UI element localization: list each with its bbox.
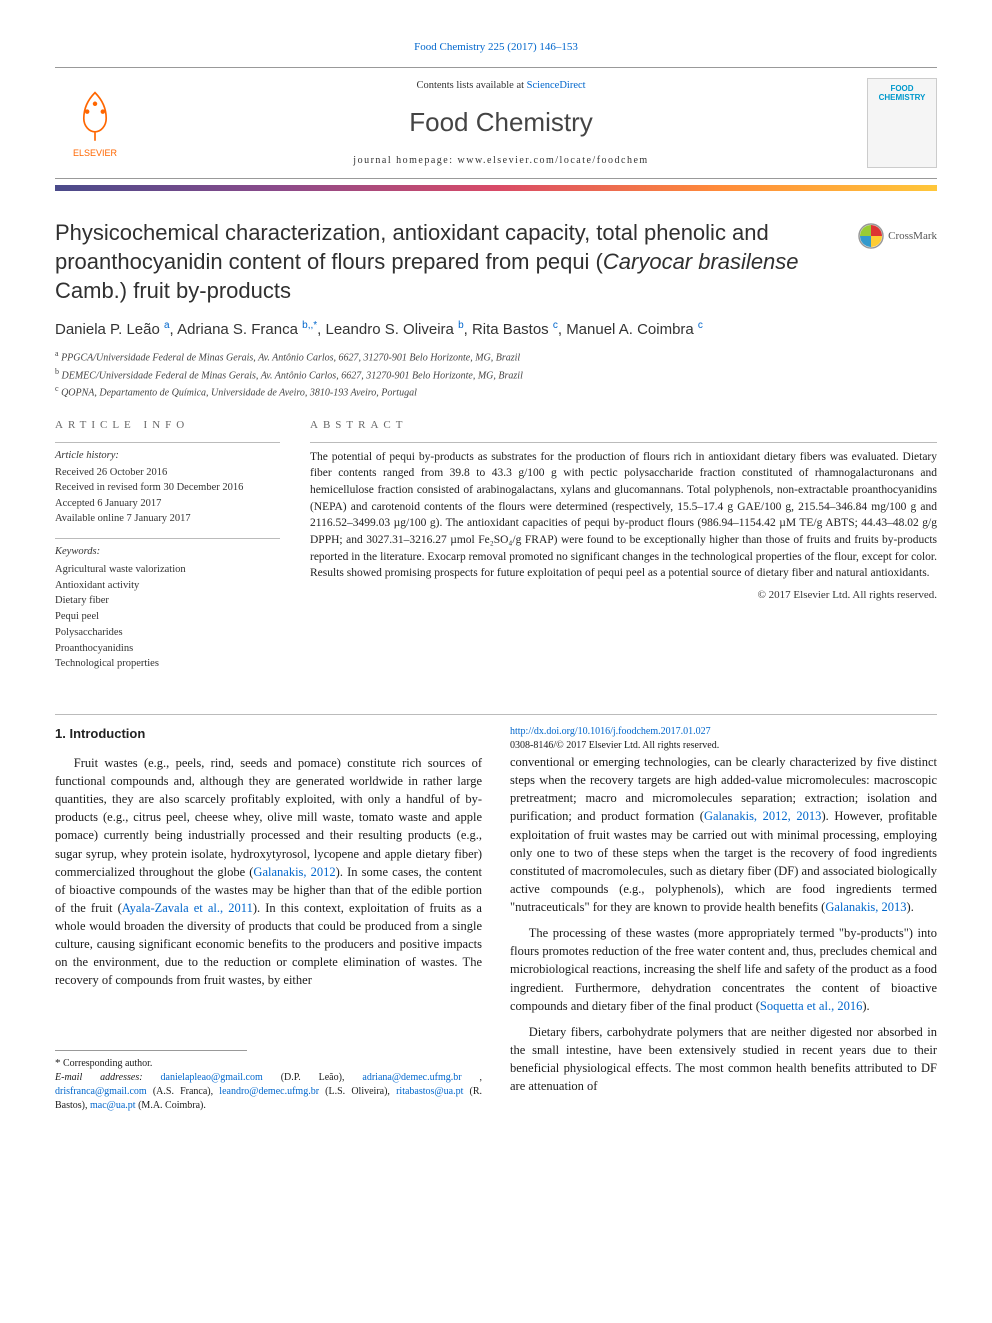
footnotes: * Corresponding author. E-mail addresses… — [55, 1056, 482, 1113]
crossmark-icon — [858, 223, 884, 249]
email-link[interactable]: drisfranca@gmail.com — [55, 1086, 147, 1097]
history-line: Received in revised form 30 December 201… — [55, 480, 280, 495]
history-line: Accepted 6 January 2017 — [55, 496, 280, 511]
sciencedirect-link[interactable]: ScienceDirect — [527, 80, 586, 91]
keyword: Technological properties — [55, 656, 280, 672]
gradient-divider — [55, 185, 937, 191]
article-info-heading: ARTICLE INFO — [55, 418, 280, 433]
homepage-label: journal homepage: — [353, 155, 457, 166]
email-link[interactable]: leandro@demec.ufmg.br — [219, 1086, 319, 1097]
publisher-name: ELSEVIER — [55, 147, 135, 160]
ref-ayala-zavala-2011[interactable]: Ayala-Zavala et al., 2011 — [122, 901, 253, 915]
email-link[interactable]: ritabastos@ua.pt — [396, 1086, 463, 1097]
ref-galanakis-2013[interactable]: Galanakis, 2013 — [825, 900, 906, 914]
p1-a: Fruit wastes (e.g., peels, rind, seeds a… — [55, 756, 482, 879]
homepage-line: journal homepage: www.elsevier.com/locat… — [135, 154, 867, 168]
paragraph-4: Dietary fibers, carbohydrate polymers th… — [510, 1023, 937, 1096]
masthead-center: Contents lists available at ScienceDirec… — [135, 79, 867, 168]
article-history: Article history: Received 26 October 201… — [55, 442, 280, 527]
keywords-block: Keywords: Agricultural waste valorizatio… — [55, 538, 280, 672]
p3-a: The processing of these wastes (more app… — [510, 926, 937, 1013]
publisher-logo: ELSEVIER — [55, 87, 135, 159]
abstract-text: The potential of pequi by-products as su… — [310, 442, 937, 582]
crossmark-label: CrossMark — [888, 229, 937, 244]
keyword: Proanthocyanidins — [55, 641, 280, 657]
cover-title: FOOD CHEMISTRY — [872, 85, 932, 103]
doi-link[interactable]: http://dx.doi.org/10.1016/j.foodchem.201… — [510, 726, 711, 737]
affiliations: a PPGCA/Universidade Federal de Minas Ge… — [55, 348, 937, 400]
article-title: Physicochemical characterization, antiox… — [55, 219, 844, 305]
keyword: Pequi peel — [55, 609, 280, 625]
keywords-heading: Keywords: — [55, 545, 280, 560]
author: Adriana S. Franca b,,* — [177, 321, 317, 338]
affiliation: c QOPNA, Departamento de Química, Univer… — [55, 383, 937, 400]
p3-b: ). — [862, 999, 869, 1013]
email-link[interactable]: mac@ua.pt — [90, 1100, 136, 1111]
elsevier-tree-icon — [67, 87, 123, 143]
footnote-separator — [55, 1050, 247, 1051]
abstract-copyright: © 2017 Elsevier Ltd. All rights reserved… — [310, 588, 937, 603]
body-divider — [55, 714, 937, 715]
title-part-2: Camb.) fruit by-products — [55, 278, 291, 303]
author: Manuel A. Coimbra c — [566, 321, 703, 338]
homepage-url[interactable]: www.elsevier.com/locate/foodchem — [458, 155, 649, 166]
contents-line: Contents lists available at ScienceDirec… — [135, 79, 867, 94]
abstract-heading: ABSTRACT — [310, 418, 937, 433]
author: Daniela P. Leão a — [55, 321, 170, 338]
p2-b: ). However, profitable exploitation of f… — [510, 809, 937, 914]
author: Rita Bastos c — [472, 321, 558, 338]
crossmark-badge[interactable]: CrossMark — [858, 223, 937, 249]
history-line: Received 26 October 2016 — [55, 465, 280, 480]
citation-link[interactable]: Food Chemistry 225 (2017) 146–153 — [414, 41, 578, 53]
email-addresses: E-mail addresses: danielapleao@gmail.com… — [55, 1071, 482, 1113]
keyword: Polysaccharides — [55, 625, 280, 641]
citation-line: Food Chemistry 225 (2017) 146–153 — [55, 40, 937, 55]
keyword: Agricultural waste valorization — [55, 562, 280, 578]
ref-galanakis-2012[interactable]: Galanakis, 2012 — [253, 865, 335, 879]
affiliation: a PPGCA/Universidade Federal de Minas Ge… — [55, 348, 937, 365]
journal-cover-thumbnail: FOOD CHEMISTRY — [867, 78, 937, 168]
paragraph-1: Fruit wastes (e.g., peels, rind, seeds a… — [55, 754, 482, 990]
keyword: Dietary fiber — [55, 593, 280, 609]
email-link[interactable]: adriana@demec.ufmg.br — [362, 1072, 461, 1083]
body-text: 1. Introduction Fruit wastes (e.g., peel… — [55, 725, 937, 1117]
section-1-heading: 1. Introduction — [55, 725, 482, 744]
affiliation: b DEMEC/Universidade Federal de Minas Ge… — [55, 366, 937, 383]
ref-galanakis-2012-2013[interactable]: Galanakis, 2012, 2013 — [704, 809, 821, 823]
author-list: Daniela P. Leão a, Adriana S. Franca b,,… — [55, 319, 937, 340]
p2-c: ). — [907, 900, 914, 914]
keyword: Antioxidant activity — [55, 578, 280, 594]
email-link[interactable]: danielapleao@gmail.com — [161, 1072, 263, 1083]
issn-copyright: 0308-8146/© 2017 Elsevier Ltd. All right… — [510, 740, 719, 751]
masthead: ELSEVIER Contents lists available at Sci… — [55, 67, 937, 179]
paragraph-3: The processing of these wastes (more app… — [510, 924, 937, 1015]
abstract-column: ABSTRACT The potential of pequi by-produ… — [310, 418, 937, 684]
doi-block: http://dx.doi.org/10.1016/j.foodchem.201… — [510, 725, 937, 753]
history-line: Available online 7 January 2017 — [55, 511, 280, 526]
author: Leandro S. Oliveira b — [325, 321, 463, 338]
history-heading: Article history: — [55, 449, 280, 464]
ref-soquetta-2016[interactable]: Soquetta et al., 2016 — [760, 999, 862, 1013]
title-species: Caryocar brasilense — [603, 249, 799, 274]
journal-name: Food Chemistry — [135, 104, 867, 140]
article-info-column: ARTICLE INFO Article history: Received 2… — [55, 418, 280, 684]
corresponding-author-label: Corresponding author. — [63, 1058, 152, 1069]
contents-prefix: Contents lists available at — [416, 80, 526, 91]
paragraph-2: conventional or emerging technologies, c… — [510, 753, 937, 916]
